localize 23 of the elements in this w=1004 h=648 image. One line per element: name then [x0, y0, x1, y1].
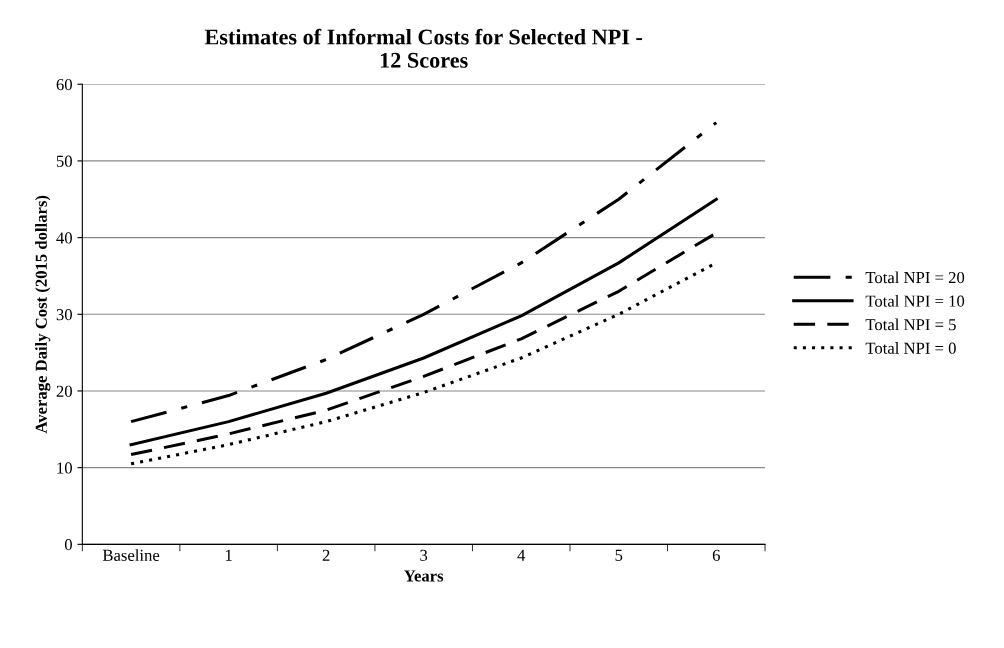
line-series: [129, 121, 718, 424]
line-series: [129, 197, 718, 447]
legend-label: Total NPI = 5: [865, 318, 956, 331]
y-tick-label: 0: [64, 539, 72, 551]
x-tick-label: 1: [225, 549, 232, 561]
x-tick-label: 6: [712, 549, 720, 561]
x-tick-label: 3: [420, 549, 428, 561]
y-tick-label: 50: [56, 155, 72, 167]
legend-label: Total NPI = 10: [865, 295, 965, 307]
y-tick-label: 10: [57, 462, 72, 474]
legend-label: Total NPI = 20: [865, 271, 965, 284]
x-tick-label: 5: [615, 549, 623, 561]
x-tick-label: 4: [517, 549, 526, 561]
y-axis-title: Average Daily Cost (2015 dollars): [35, 195, 51, 434]
y-tick-label: 40: [56, 232, 72, 244]
y-tick-label: 20: [56, 385, 72, 397]
chart-title: Estimates of Informal Costs for Selected NPI - 12 Scores: [204, 28, 643, 68]
x-tick-label: Baseline: [102, 549, 160, 561]
x-axis-title: Years: [404, 570, 444, 582]
x-tick-label: 2: [322, 549, 330, 561]
y-tick-label: 60: [56, 78, 72, 91]
y-tick-label: 30: [56, 308, 72, 321]
legend-label: Total NPI = 0: [865, 342, 956, 354]
